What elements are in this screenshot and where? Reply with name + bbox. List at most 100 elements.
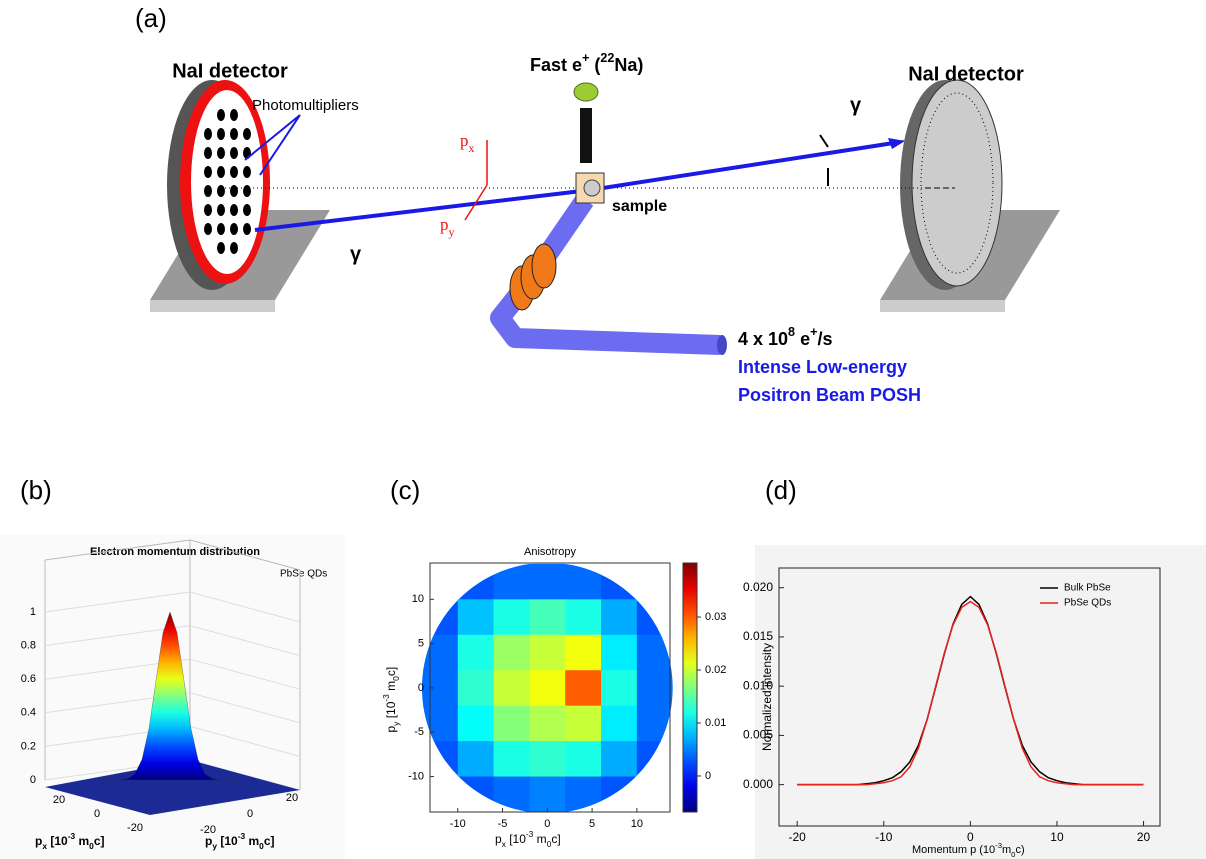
text-part: 0 — [259, 841, 264, 851]
text-part: c] — [384, 667, 398, 676]
x-tick-label: 20 — [53, 794, 65, 806]
text-part: 22 — [600, 51, 614, 65]
line-series — [797, 600, 1144, 786]
y-tick-label: 0.010 — [743, 678, 773, 692]
text-part: c] — [551, 832, 560, 846]
heatmap-cell — [457, 741, 495, 778]
detector-label: NaI detector — [172, 60, 288, 82]
axis-label: px — [460, 131, 475, 155]
y-tick-label: 20 — [286, 792, 298, 804]
sample-spot — [583, 179, 601, 197]
y-tick-label: 0.005 — [743, 728, 773, 742]
label: Intense Low-energy — [738, 357, 907, 377]
dot — [204, 185, 212, 197]
text-part: 8 — [788, 325, 795, 339]
y-tick-label: -10 — [408, 770, 424, 782]
beam-pipe-end — [717, 335, 727, 355]
label: Fast e+ (22Na) — [530, 51, 643, 74]
dot — [243, 204, 251, 216]
dot — [217, 166, 225, 178]
y-tick-label: 0.000 — [743, 777, 773, 791]
arrow-head — [888, 138, 905, 149]
text-part: p — [384, 726, 398, 733]
heatmap-cell — [636, 741, 673, 778]
legend-label: PbSe QDs — [1064, 598, 1111, 609]
grid-line — [189, 591, 301, 623]
heatmap-cell — [421, 599, 459, 636]
heatmap-cell — [565, 776, 602, 813]
z-tick-label: 0.8 — [21, 640, 36, 652]
y-tick-label: -5 — [414, 726, 424, 738]
text-part: -3 — [68, 831, 76, 841]
heatmap-cell — [601, 634, 638, 671]
text-part: p — [205, 834, 212, 848]
text-part: 4 x 10 — [738, 329, 788, 349]
y-tick-label: 0 — [247, 808, 253, 820]
text-part: [10 — [47, 834, 68, 848]
pointer — [244, 114, 301, 176]
dot — [217, 185, 225, 197]
z-tick-label: 0.2 — [21, 740, 36, 752]
heatmap-cell — [457, 634, 495, 671]
legend-label: PbSe QDs — [280, 569, 327, 580]
text-part: x — [42, 841, 47, 851]
x-tick-label: -10 — [450, 818, 466, 830]
platform — [880, 300, 1005, 312]
heatmap-cell — [636, 705, 673, 742]
x-tick-label: 0 — [967, 830, 974, 844]
x-tick-label: 0 — [94, 808, 100, 820]
heatmap-cell — [421, 741, 459, 778]
heatmap-cell — [493, 634, 530, 671]
dot — [217, 242, 225, 254]
z-tick-label: 0 — [30, 774, 36, 786]
text-part: [10 — [217, 834, 238, 848]
heatmap-cell — [493, 670, 530, 707]
x-tick-label: -5 — [498, 818, 508, 830]
source-cap — [573, 82, 599, 102]
detector — [920, 92, 994, 274]
colorbar — [682, 562, 698, 813]
text-part: m — [533, 832, 546, 846]
heatmap-cell — [457, 776, 495, 813]
text-part: c] — [94, 834, 105, 848]
heatmap-cell — [529, 563, 566, 600]
text-part: e — [795, 329, 810, 349]
heatmap-cell — [529, 705, 566, 742]
x-axis-label: Momentum p (10-3m0c) — [912, 841, 1025, 859]
panel-d-bg — [755, 545, 1206, 859]
grid-line — [189, 725, 301, 757]
x-tick-label: -20 — [789, 830, 807, 844]
axis-edge — [44, 539, 191, 561]
dot — [204, 223, 212, 235]
heatmap-cells — [421, 563, 673, 813]
heatmap-cell — [565, 741, 602, 778]
text-part: ( — [589, 55, 600, 75]
text-part: p — [460, 131, 469, 150]
heatmap-cell — [601, 741, 638, 778]
text-part: -3 — [238, 831, 246, 841]
heatmap-cell — [421, 670, 459, 707]
text-part: p — [495, 832, 502, 846]
heatmap-cell — [529, 776, 566, 813]
dot — [230, 185, 238, 197]
panel-label: (b) — [20, 475, 52, 505]
text-part: [10 — [506, 832, 526, 846]
heatmap-cell — [601, 705, 638, 742]
heatmap-cell — [493, 599, 530, 636]
x-tick-label: 0 — [544, 818, 550, 830]
x-tick-label: -20 — [127, 822, 143, 834]
heatmap-cell — [565, 599, 602, 636]
heatmap-cell — [601, 599, 638, 636]
heatmap-cell — [636, 599, 673, 636]
detector-label: NaI detector — [908, 63, 1024, 85]
heatmap-cell — [493, 563, 530, 600]
text-part: Fast e — [530, 55, 582, 75]
heatmap-cell — [529, 670, 566, 707]
text-part: /s — [817, 329, 832, 349]
text-part: m — [1002, 844, 1011, 856]
platform — [150, 300, 275, 312]
coils — [509, 243, 557, 311]
text-part: p — [440, 215, 449, 234]
detector — [191, 90, 263, 274]
dot — [230, 204, 238, 216]
